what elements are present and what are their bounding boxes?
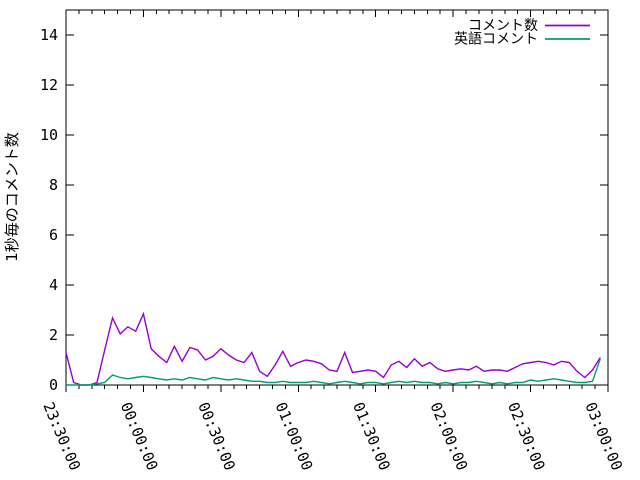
legend-label-english: 英語コメント	[454, 31, 538, 48]
y-tick-label: 14	[40, 26, 58, 44]
y-tick-labels: 0 2 4 6 8 10 12 14	[40, 26, 58, 394]
axis-ticks	[65, 10, 609, 392]
plot-border	[65, 9, 609, 386]
y-tick-label: 10	[40, 126, 58, 144]
y-tick-label: 4	[49, 276, 58, 294]
series-comments-line	[65, 311, 601, 386]
y-tick-label: 2	[49, 326, 58, 344]
y-axis-title: 1秒毎のコメント数	[3, 132, 21, 262]
y-tick-label: 0	[49, 376, 58, 394]
legend-label-comments: コメント数	[468, 18, 538, 34]
series-english-line	[66, 358, 601, 386]
y-tick-label: 6	[49, 226, 58, 244]
legend: コメント数 英語コメント	[454, 18, 590, 48]
y-tick-label: 12	[40, 76, 58, 94]
y-tick-label: 8	[49, 176, 58, 194]
